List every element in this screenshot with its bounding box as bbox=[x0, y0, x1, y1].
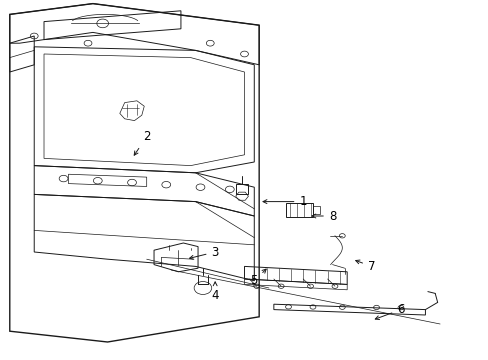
Text: 5: 5 bbox=[250, 269, 265, 287]
Text: 8: 8 bbox=[311, 210, 336, 222]
Text: 4: 4 bbox=[211, 282, 219, 302]
Text: 1: 1 bbox=[263, 195, 306, 208]
Bar bbox=[285, 203, 312, 217]
Bar bbox=[312, 206, 320, 214]
Text: 2: 2 bbox=[134, 130, 150, 155]
Text: 6: 6 bbox=[374, 303, 404, 320]
Text: 7: 7 bbox=[355, 260, 375, 273]
Text: 3: 3 bbox=[189, 246, 219, 259]
